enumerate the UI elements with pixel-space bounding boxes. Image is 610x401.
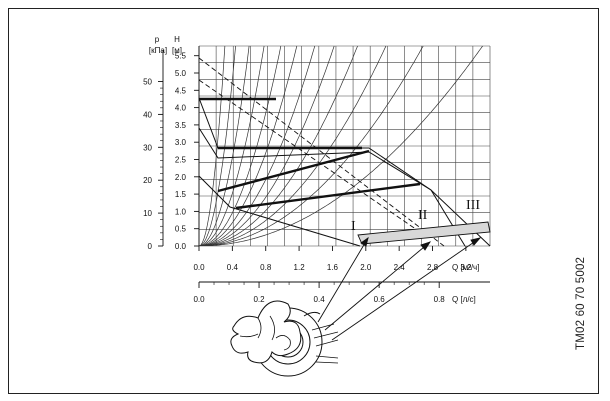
pump-curve-speed-III [198,97,491,247]
power-band [357,221,491,245]
p-tick-label: 10 [143,209,152,218]
q-m3h-tick-label: 0.8 [260,263,272,272]
arrow-speed-III [331,237,481,341]
h-tick-label: 3.5 [175,121,187,130]
p-tick-label: 20 [143,176,152,185]
q-ls-tick-label: 0.6 [374,295,386,304]
q-ls-tick-label: 0.2 [253,295,265,304]
q-m3h-tick-label: 2.8 [427,263,439,272]
h-tick-label: 1.0 [175,207,187,216]
h-tick-label: 2.0 [175,173,187,182]
h-tick-label: 4.5 [175,86,187,95]
head-axis: H [м] 0.0 0.5 1.0 1.5 2.0 2.5 3.0 3.5 4.0 4.5 5.0 5… [172,35,200,251]
dashed-curve-max [198,57,445,247]
prop-pressure-line-upper [217,149,370,193]
p-tick-label: 50 [143,78,152,87]
flow-axis-ls-label: Q [л/с] [452,295,476,304]
document-id: TM02 60 70 5002 [575,256,587,350]
system-curve [199,46,358,246]
system-curves [199,46,484,246]
arrow-speed-I [317,237,369,323]
system-curve [199,46,282,246]
q-ls-tick-label: 0.8 [434,295,446,304]
p-tick-label: 0 [148,242,153,251]
system-curve [199,46,387,246]
speed-selector-illustration [230,300,339,377]
dashed-curve-mid [198,79,421,233]
h-tick-label: 3.0 [175,138,187,147]
h-tick-label: 1.5 [175,190,187,199]
control-lines [199,97,421,210]
system-curve [199,46,298,246]
p-tick-label: 40 [143,110,152,119]
prop-pressure-line-lower [235,182,421,210]
p-unit: [кПа] [149,46,167,55]
figure-frame [8,8,599,394]
q-ls-tick-label: 0.4 [314,295,326,304]
h-symbol: H [174,35,180,44]
system-curve [199,46,424,246]
speed-label-III: III [466,198,480,213]
q-m3h-tick-label: 1.6 [327,263,339,272]
arrow-speed-II [324,241,431,331]
h-tick-label: 0.0 [175,242,187,251]
h-unit: [м] [172,46,182,55]
speed-label-II: II [418,208,428,223]
system-curve [199,46,335,246]
system-curve [199,46,316,246]
h-tick-label: 0.5 [175,225,187,234]
system-curve [199,46,484,246]
q-m3h-tick-label: 0.4 [227,263,239,272]
speed-label-I: I [351,219,356,234]
system-curve [199,46,226,246]
q-ls-tick-label: 0.0 [193,295,205,304]
p-symbol: p [155,35,160,44]
selector-arrows [317,236,482,341]
h-tick-label: 5.0 [175,69,187,78]
q-m3h-tick-label: 0.0 [193,263,205,272]
pump-curve-speed-I [198,175,361,247]
flow-axis-ls: 0.0 0.2 0.4 0.6 0.8 Q [л/с] [193,281,490,304]
p-tick-label: 30 [143,143,152,152]
h-tick-label: 5.5 [175,52,187,61]
hand-icon [230,300,302,364]
flow-axis-m3h-label: Q [м³/ч] [452,263,479,272]
speed-labels: I II III [351,198,480,234]
pressure-axis: p [кПа] 0 10 20 30 40 50 [143,35,167,251]
q-m3h-tick-label: 1.2 [294,263,306,272]
q-m3h-tick-label: 3.2 [460,263,472,272]
h-tick-label: 4.0 [175,104,187,113]
h-tick-label: 2.5 [175,156,187,165]
q-m3h-tick-label: 2.0 [360,263,372,272]
